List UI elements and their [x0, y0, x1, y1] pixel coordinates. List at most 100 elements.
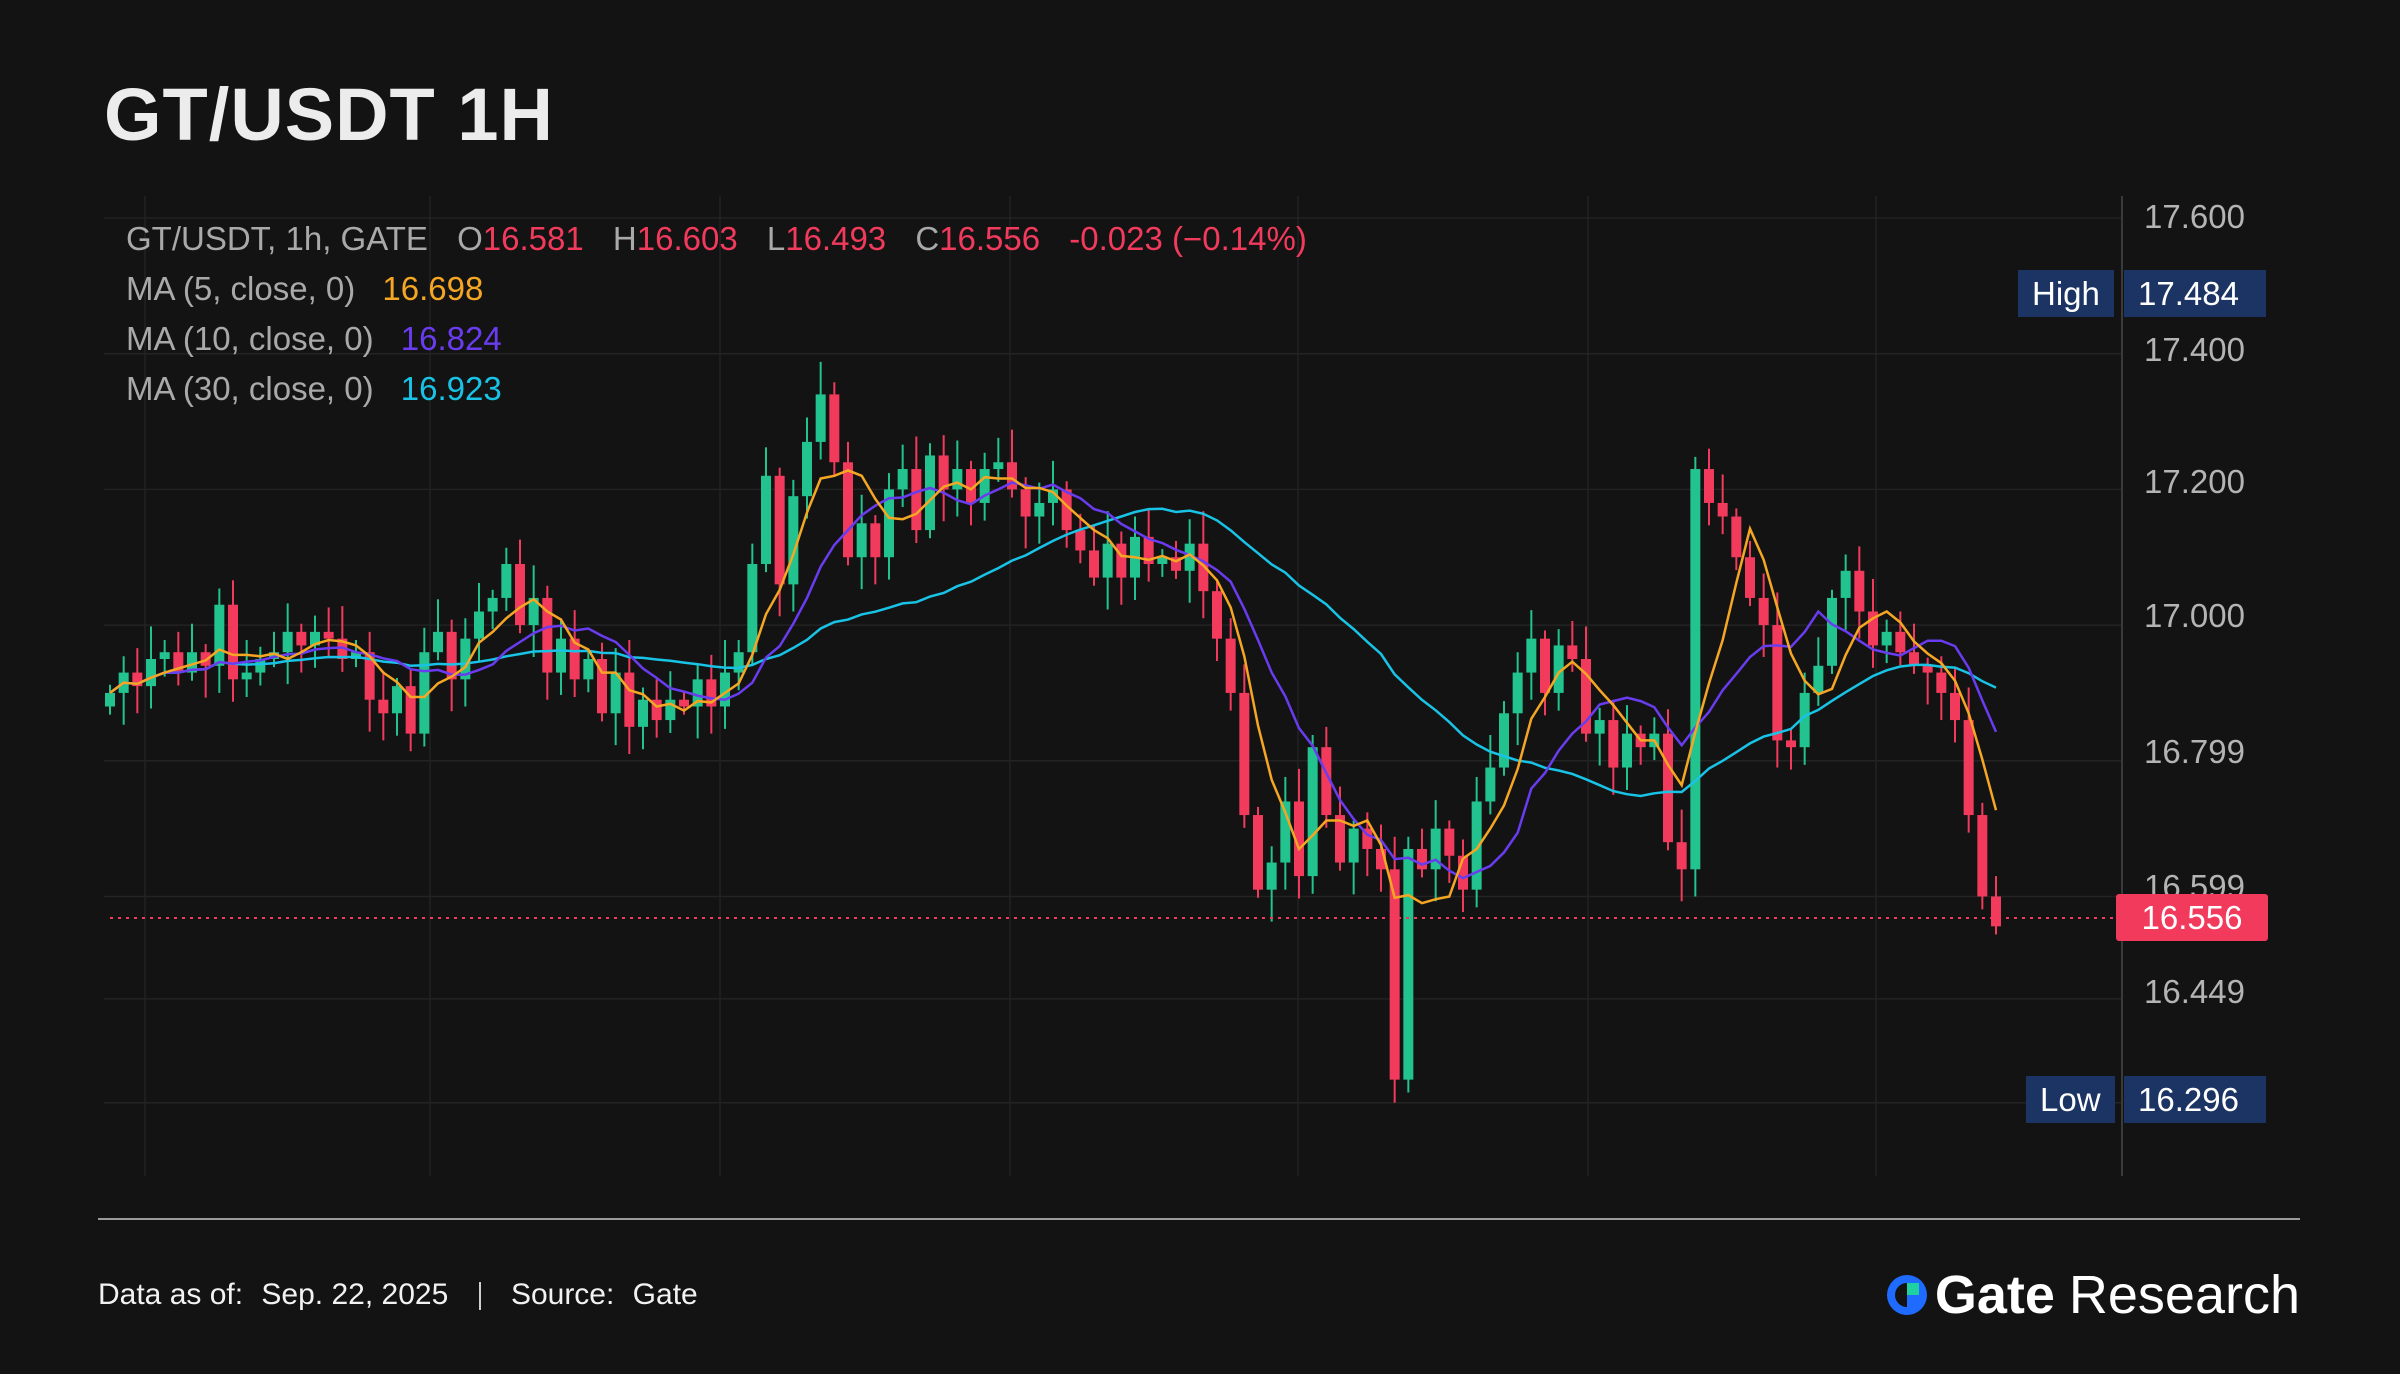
candle-body: [1526, 638, 1537, 673]
candle-body: [1512, 672, 1523, 714]
ma5-legend: MA (5, close, 0) 16.698: [126, 270, 483, 308]
candle-body: [1813, 665, 1824, 693]
candle-body: [1444, 828, 1455, 856]
ma30-value: 16.923: [400, 370, 502, 407]
candle-body: [323, 631, 334, 639]
ma10-legend: MA (10, close, 0) 16.824: [126, 320, 502, 358]
candle-body: [1171, 557, 1181, 571]
candle-body: [1184, 543, 1195, 571]
candle-body: [296, 631, 307, 646]
candle-body: [159, 652, 170, 659]
data-as-of-date: Sep. 22, 2025: [261, 1278, 449, 1311]
candle-body: [1321, 747, 1332, 816]
candle-body: [1307, 747, 1318, 877]
legend-low: 16.493: [785, 220, 887, 257]
candle-body: [1280, 801, 1291, 863]
candle-body: [1622, 733, 1632, 768]
brand-sub: Research: [2068, 1265, 2300, 1325]
candle-body: [993, 462, 1004, 470]
candle-body: [1048, 489, 1058, 503]
candle-body: [1389, 869, 1400, 1080]
candle-body: [638, 699, 648, 727]
candle-body: [720, 672, 730, 707]
candle-body: [132, 672, 143, 687]
candle-body: [1827, 597, 1837, 666]
candle-body: [706, 679, 717, 707]
candle-body: [938, 455, 949, 490]
candle-body: [624, 672, 635, 727]
footer-separator: [478, 1282, 481, 1311]
legend-close: 16.556: [939, 220, 1041, 257]
candle-body: [1745, 557, 1755, 598]
candle-body: [1854, 570, 1865, 612]
candle-body: [1772, 625, 1783, 741]
legend-high: 16.603: [636, 220, 738, 257]
candle-body: [1799, 692, 1810, 748]
brand-logo: Gate Research: [1883, 1264, 2300, 1326]
candle-body: [1061, 489, 1072, 531]
gate-logo-icon: [1886, 1275, 1927, 1315]
candle-body: [105, 692, 115, 707]
y-tick-label: 17.200: [2144, 463, 2245, 500]
y-tick-label: 17.000: [2144, 597, 2245, 634]
source-value: Gate: [632, 1278, 698, 1311]
candle-body: [1991, 896, 2001, 927]
candle-body: [843, 462, 853, 558]
candle-body: [1950, 692, 1960, 721]
candle-body: [173, 652, 184, 673]
legend-close-label: C: [915, 220, 940, 257]
candle-body: [1034, 502, 1045, 517]
candle-body: [1198, 543, 1209, 592]
y-tick-label: 17.600: [2144, 198, 2245, 235]
legend-symbol: GT/USDT, 1h, GATE: [126, 220, 428, 257]
candle-body: [1581, 659, 1591, 734]
candles: [105, 361, 2001, 1103]
candle-body: [679, 699, 689, 707]
candle-body: [1840, 570, 1851, 598]
candle-body: [1922, 665, 1933, 673]
candle-body: [761, 475, 771, 565]
candle-body: [214, 604, 225, 666]
candle-body: [1376, 848, 1386, 870]
ma10-label: MA (10, close, 0): [126, 320, 374, 357]
candle-body: [1239, 692, 1250, 816]
candle-body: [1567, 645, 1578, 659]
candle-body: [542, 597, 553, 673]
candle-body: [187, 652, 197, 673]
candle-body: [651, 699, 662, 721]
candle-body: [1020, 489, 1031, 517]
legend-open: 16.581: [482, 220, 584, 257]
legend-high-label: H: [612, 220, 637, 257]
candle-body: [1458, 855, 1468, 890]
candle-body: [952, 469, 963, 490]
candle-body: [788, 496, 799, 585]
candle-body: [802, 441, 812, 497]
candle-body: [1212, 591, 1222, 639]
last-price-tag: 16.556: [2116, 894, 2268, 941]
candle-body: [897, 469, 908, 490]
ma10-value: 16.824: [400, 320, 502, 357]
candle-body: [1786, 740, 1796, 748]
candle-body: [241, 672, 252, 680]
ma5-value: 16.698: [382, 270, 484, 307]
candle-body: [1676, 842, 1687, 870]
candle-body: [966, 469, 976, 503]
source-label: Source:: [510, 1278, 615, 1311]
low-marker-value: 16.296: [2124, 1076, 2266, 1123]
candle-body: [446, 631, 457, 680]
footer-info: Data as of: Sep. 22, 2025 Source: Gate: [98, 1278, 698, 1312]
candle-body: [1116, 543, 1127, 578]
candle-body: [269, 652, 279, 659]
y-tick-label: 17.400: [2144, 331, 2245, 368]
candle-body: [1553, 645, 1564, 693]
candle-body: [979, 469, 990, 503]
candle-body: [378, 699, 389, 714]
candle-body: [392, 686, 402, 714]
candle-body: [1485, 767, 1496, 802]
candle-body: [829, 394, 840, 463]
candle-body: [692, 679, 703, 707]
ma30-label: MA (30, close, 0): [126, 370, 374, 407]
candle-body: [474, 611, 484, 639]
ma5-label: MA (5, close, 0): [126, 270, 356, 307]
candle-body: [856, 523, 867, 558]
